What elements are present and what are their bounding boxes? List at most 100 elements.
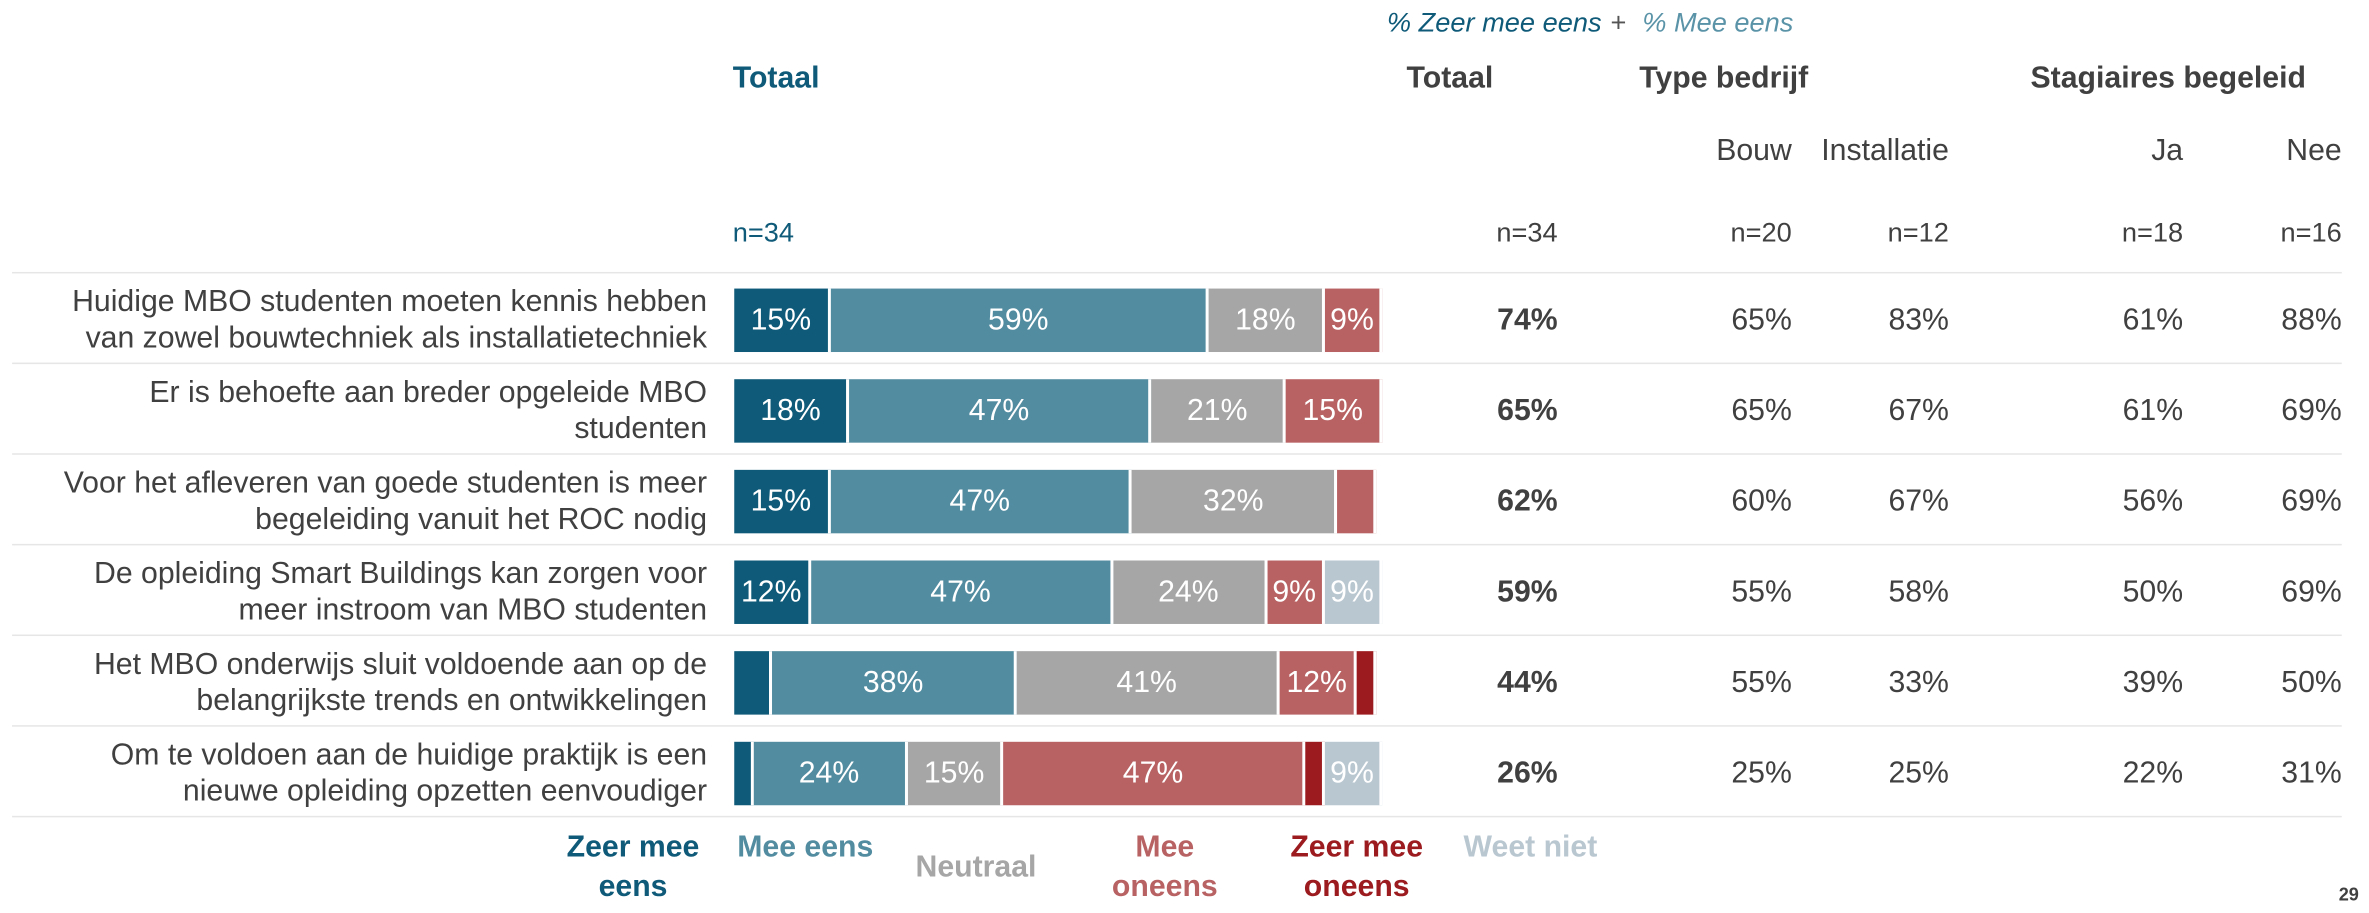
category-label: meer instroom van MBO studenten [238, 593, 708, 627]
category-label: De opleiding Smart Buildings kan zorgen … [94, 557, 708, 591]
n-label: n=34 [732, 217, 794, 248]
table-cell: 33% [1888, 666, 1949, 700]
bar-segment: 41% [1016, 651, 1280, 715]
table-cell: 25% [1731, 756, 1792, 791]
category-label: begeleiding vanuit het ROC nodig [255, 503, 708, 537]
category-label: Er is behoefte aan breder opgeleide MBO [149, 376, 708, 410]
n-value: n=34 [1496, 217, 1558, 248]
category-label: Voor het afleveren van goede studenten i… [63, 466, 708, 501]
column-header: Bouw [1716, 134, 1792, 168]
bar-segment: 32% [1132, 469, 1338, 534]
n-value: n=16 [2280, 217, 2342, 248]
chart-title: Totaal [732, 61, 820, 96]
category-label: belangrijkste trends en ontwikkelingen [196, 684, 708, 718]
table-cell: 69% [2281, 484, 2342, 519]
bar-segment: 18% [734, 379, 850, 443]
table-cell: 39% [2122, 666, 2184, 700]
legend-entry: Neutraal [915, 850, 1037, 884]
legend-entry: Mee oneens [1111, 830, 1218, 904]
n-value: n=20 [1730, 217, 1792, 248]
note: % Mee eens [1642, 7, 1794, 38]
table-cell: 67% [1888, 394, 1949, 428]
table-cell: 55% [1731, 666, 1792, 700]
table-cell: 60% [1731, 484, 1792, 519]
separator [12, 271, 2342, 274]
legend-entry: Zeer mee oneens [1290, 830, 1424, 904]
bar-segment: 47% [830, 469, 1133, 534]
bar-segment: 9% [1266, 560, 1325, 624]
bar-segment: 18% [1209, 288, 1325, 353]
table-cell: 65% [1731, 303, 1792, 337]
table-cell: 50% [2122, 575, 2184, 609]
bar-segment: 15% [734, 288, 831, 353]
n-value: n=12 [1887, 217, 1949, 248]
bar-segment [1356, 651, 1376, 715]
bar-segment: 47% [1003, 741, 1306, 806]
table-cell: 26% [1497, 756, 1558, 791]
note: % Zeer mee eens [1386, 7, 1602, 38]
table-cell: 74% [1497, 303, 1558, 337]
bar-segment: 59% [830, 288, 1210, 353]
column-header: Nee [2286, 134, 2342, 168]
table-cell: 88% [2281, 303, 2342, 337]
bar-segment [1305, 741, 1325, 806]
bar-segment [1337, 469, 1376, 534]
bar-segment: 15% [734, 469, 831, 534]
separator [12, 634, 2342, 637]
column-header: Installatie [1821, 134, 1949, 168]
table-cell: 58% [1888, 575, 1949, 609]
bar-segment [734, 651, 773, 715]
bar-segment: 9% [1324, 288, 1383, 353]
legend-entry: Zeer mee eens [566, 830, 700, 904]
category-label: Het MBO onderwijs sluit voldoende aan op… [93, 648, 708, 682]
table-cell: 69% [2281, 394, 2342, 428]
table-cell: 61% [2122, 394, 2184, 428]
group-header: Type bedrijf [1639, 61, 1809, 96]
table-cell: 44% [1497, 666, 1558, 700]
table-cell: 31% [2281, 756, 2342, 791]
column-header: Ja [2151, 134, 2184, 168]
table-cell: 56% [2122, 484, 2184, 519]
n-value: n=18 [2121, 217, 2184, 248]
bar-segment: 15% [1286, 379, 1383, 443]
bar-segment: 24% [753, 741, 908, 806]
table-cell: 55% [1731, 575, 1792, 609]
bar-segment: 24% [1112, 560, 1267, 624]
bar-segment: 15% [907, 741, 1004, 806]
separator [12, 453, 2342, 455]
table-cell: 65% [1497, 394, 1558, 428]
separator [12, 362, 2342, 365]
category-label: van zowel bouwtechniek als installatiete… [85, 321, 708, 356]
table-cell: 50% [2281, 666, 2342, 700]
category-label: Huidige MBO studenten moeten kennis hebb… [72, 285, 708, 319]
bar-segment: 38% [772, 651, 1017, 715]
table-cell: 65% [1731, 394, 1792, 428]
table-cell: 62% [1497, 484, 1558, 519]
group-header: Stagiaires begeleid [2030, 61, 2306, 96]
table-cell: 61% [2122, 303, 2184, 337]
separator [12, 543, 2342, 546]
category-label: studenten [574, 412, 708, 446]
separator [12, 815, 2342, 818]
table-cell: 59% [1497, 575, 1558, 609]
legend-entry: Weet niet [1463, 830, 1598, 865]
separator [12, 725, 2342, 727]
table-cell: 67% [1888, 484, 1949, 519]
table-cell: 69% [2281, 575, 2342, 609]
bar-segment: 9% [1324, 741, 1383, 806]
table-cell: 25% [1888, 756, 1949, 791]
bar-segment: 12% [1279, 651, 1357, 715]
bar-segment: 21% [1151, 379, 1287, 443]
note: + [1610, 7, 1627, 38]
legend-entry: Mee eens [737, 830, 874, 865]
table-cell: 83% [1888, 303, 1949, 337]
table-cell: 22% [2122, 756, 2184, 791]
bar-segment: 12% [734, 560, 812, 624]
page-number: 29 [2338, 883, 2359, 905]
group-header: Totaal [1406, 61, 1494, 96]
bar-segment: 9% [1324, 560, 1383, 624]
bar-segment: 47% [811, 560, 1113, 624]
category-label: nieuwe opleiding opzetten eenvoudiger [182, 775, 708, 809]
